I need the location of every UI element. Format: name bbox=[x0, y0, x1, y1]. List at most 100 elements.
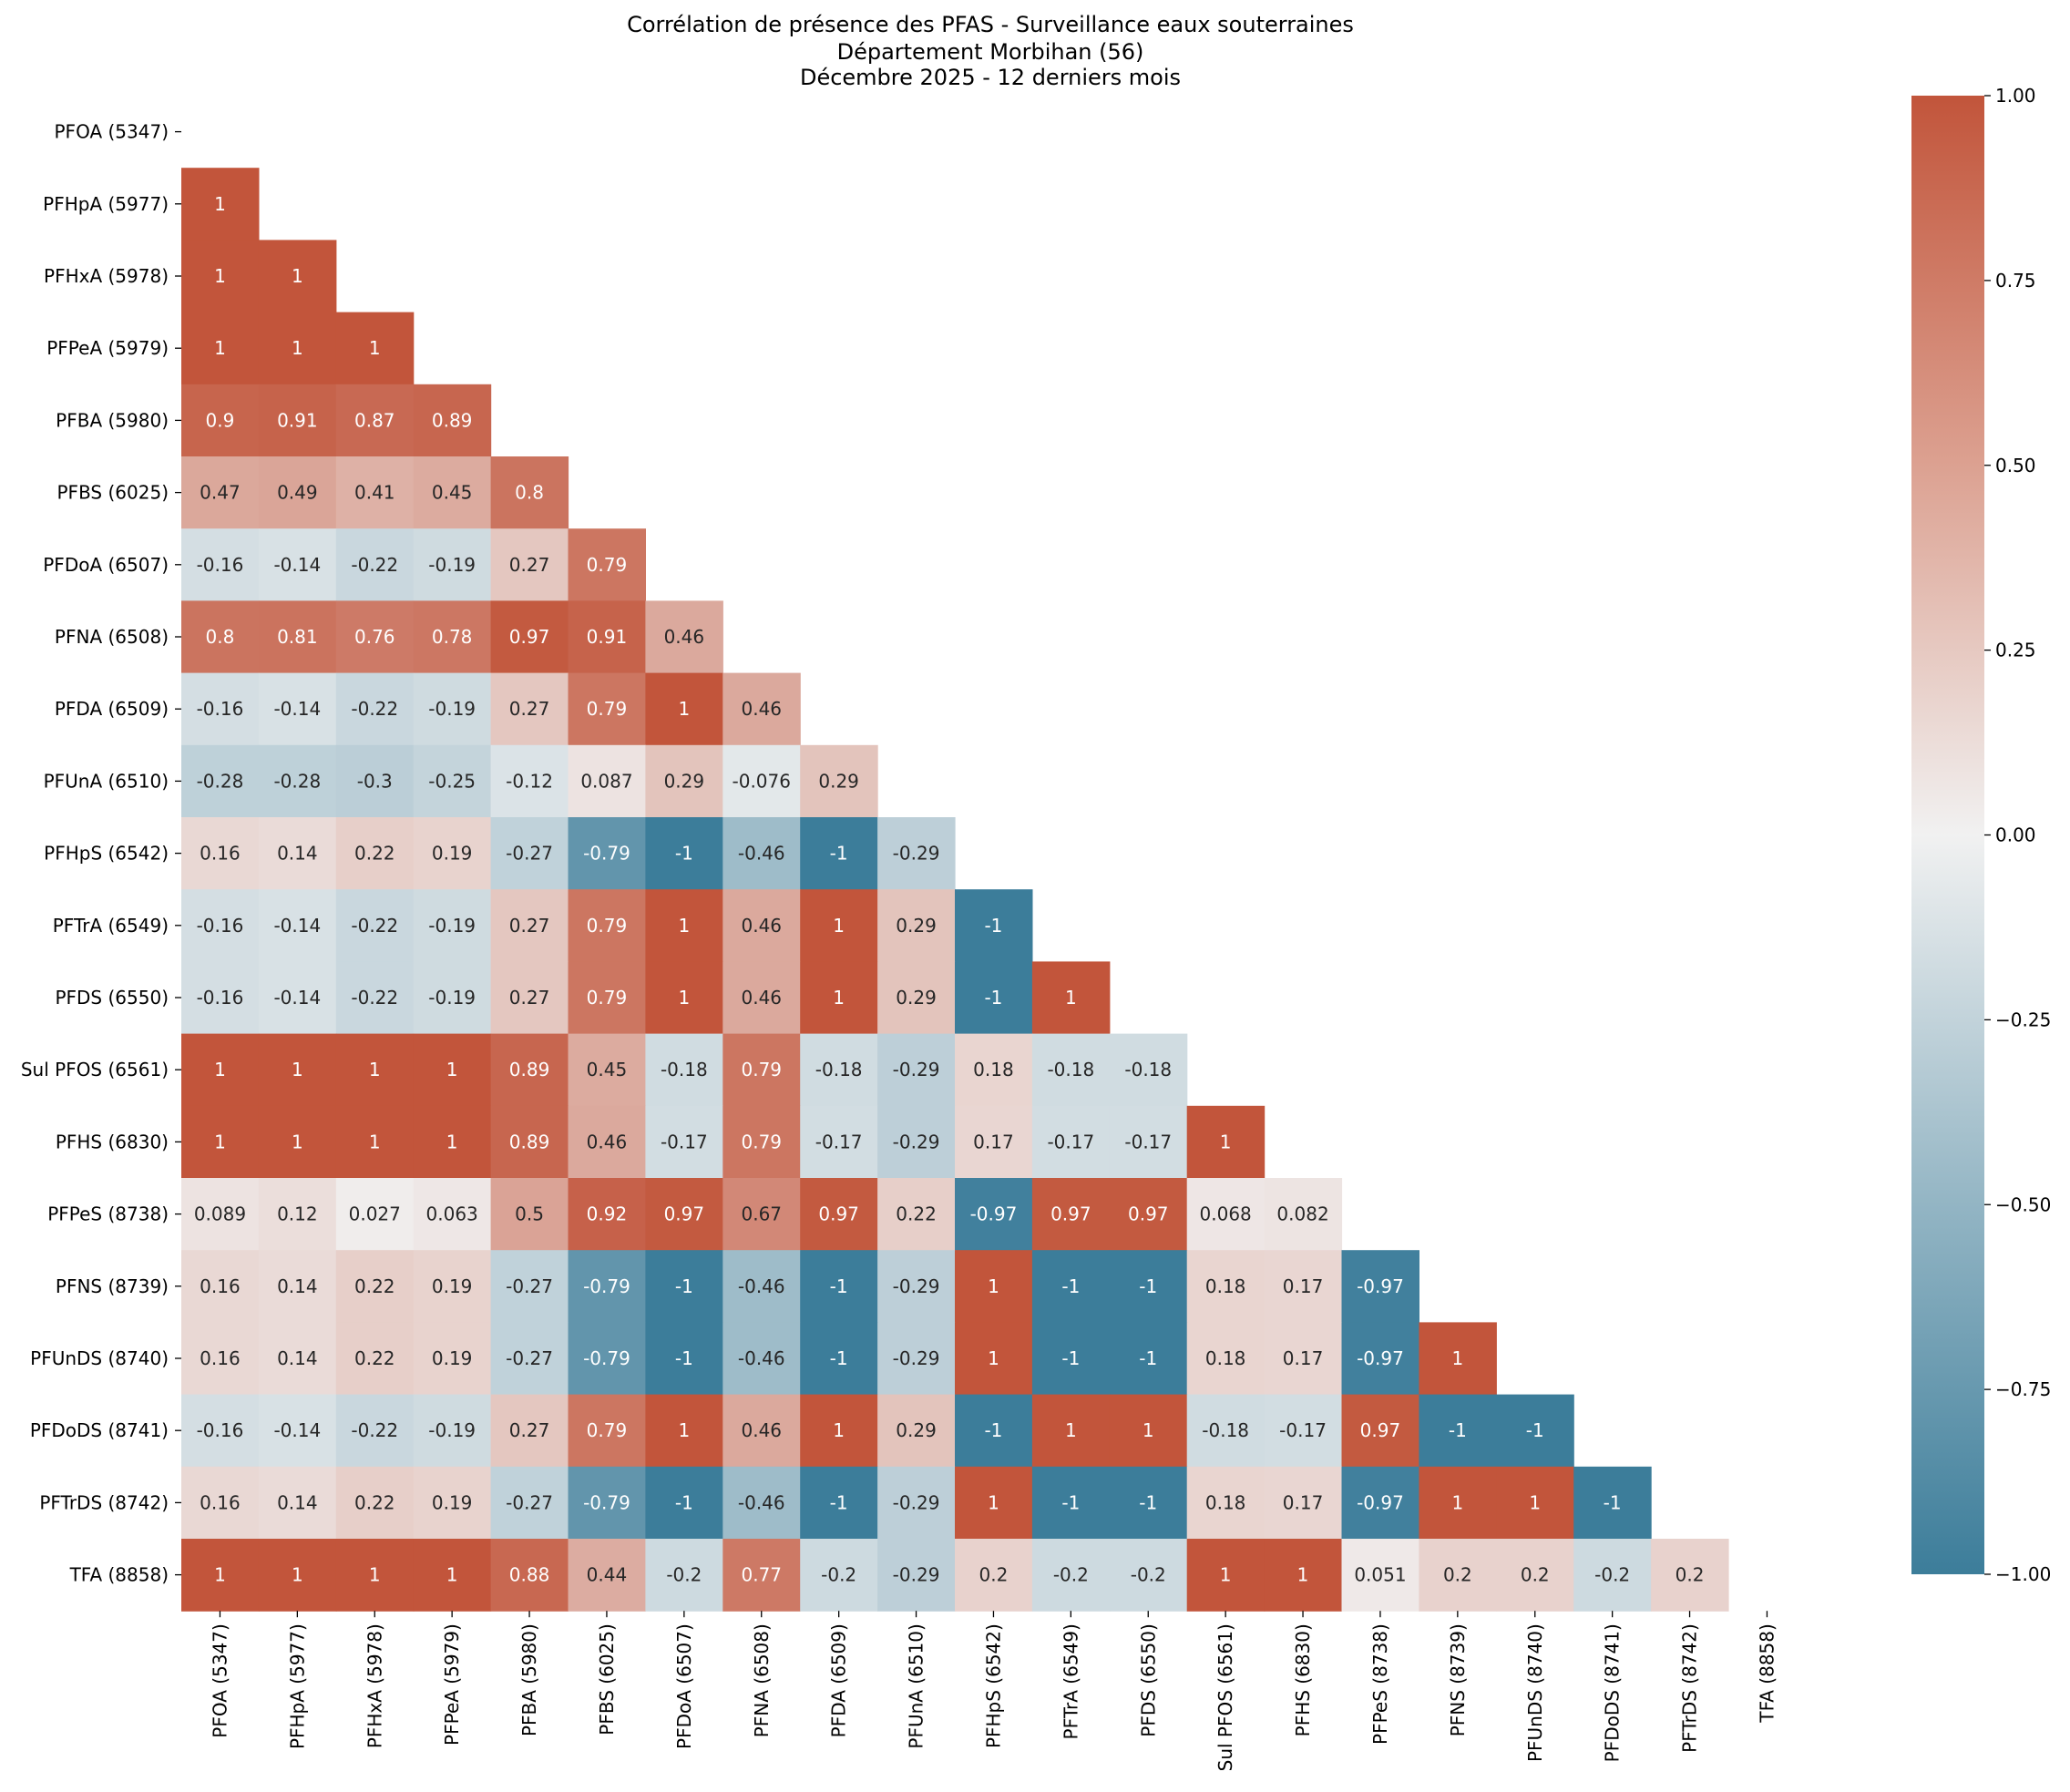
heatmap-cell bbox=[1109, 1033, 1188, 1107]
heatmap-cell bbox=[258, 1105, 337, 1179]
cell-value-label: -1 bbox=[830, 843, 848, 865]
row-label: Sul PFOS (6561) bbox=[21, 1059, 169, 1080]
heatmap-cell bbox=[413, 1250, 492, 1323]
cell-value-label: 0.97 bbox=[1128, 1203, 1169, 1225]
heatmap-cell bbox=[335, 312, 415, 385]
heatmap-cell bbox=[568, 817, 646, 890]
heatmap-cell bbox=[722, 1033, 801, 1107]
cell-value-label: -0.19 bbox=[428, 915, 476, 937]
cell-value-label: 1 bbox=[988, 1347, 999, 1369]
heatmap-cell bbox=[490, 1178, 569, 1251]
cell-value-label: 1 bbox=[1529, 1491, 1541, 1513]
cell-value-label: 0.91 bbox=[587, 626, 628, 648]
heatmap-cell bbox=[568, 1178, 646, 1251]
heatmap-cell bbox=[335, 817, 415, 890]
cell-value-label: 1 bbox=[214, 1131, 226, 1152]
heatmap-cell bbox=[877, 1033, 956, 1107]
heatmap-cell bbox=[1109, 1105, 1188, 1179]
heatmap-cell bbox=[1419, 1322, 1497, 1396]
cell-value-label: 0.97 bbox=[1050, 1203, 1091, 1225]
heatmap-cell bbox=[568, 1539, 646, 1612]
cell-value-label: 1 bbox=[833, 987, 845, 1009]
cell-value-label: -0.17 bbox=[661, 1131, 708, 1152]
heatmap-cell bbox=[800, 1033, 878, 1107]
row-label: PFDS (6550) bbox=[55, 987, 169, 1009]
cell-value-label: -0.18 bbox=[815, 1059, 863, 1080]
cell-value-label: -0.17 bbox=[1279, 1419, 1327, 1441]
colorbar-tick-label: 1.00 bbox=[1995, 85, 2036, 107]
cell-value-label: 0.17 bbox=[1283, 1347, 1324, 1369]
cell-value-label: 0.27 bbox=[509, 554, 550, 576]
cell-value-label: 0.41 bbox=[354, 482, 395, 504]
heatmap-cell bbox=[800, 817, 878, 890]
heatmap-cell bbox=[413, 889, 492, 962]
heatmap-cell bbox=[181, 168, 260, 241]
heatmap-cell bbox=[490, 1539, 569, 1612]
heatmap-cell bbox=[568, 1394, 646, 1468]
column-label: PFDA (6509) bbox=[828, 1623, 850, 1737]
row-label: PFDA (6509) bbox=[55, 698, 169, 720]
cell-value-label: 0.17 bbox=[1283, 1491, 1324, 1513]
cell-value-label: -1 bbox=[830, 1275, 848, 1297]
heatmap-cell bbox=[722, 1105, 801, 1179]
heatmap-cell bbox=[335, 1105, 415, 1179]
heatmap-cell bbox=[568, 961, 646, 1035]
heatmap-cell bbox=[490, 889, 569, 962]
cell-value-label: 0.81 bbox=[277, 626, 318, 648]
heatmap-cell bbox=[490, 528, 569, 601]
cell-value-label: -0.19 bbox=[428, 698, 476, 720]
heatmap-cell bbox=[258, 1033, 337, 1107]
heatmap-cell bbox=[258, 1250, 337, 1323]
cell-value-label: 0.089 bbox=[194, 1203, 246, 1225]
heatmap-cell bbox=[1109, 1178, 1188, 1251]
title-line-1: Corrélation de présence des PFAS - Surve… bbox=[627, 12, 1354, 37]
cell-value-label: 1 bbox=[1451, 1491, 1463, 1513]
heatmap-cell bbox=[955, 1250, 1033, 1323]
row-label: PFHpA (5977) bbox=[43, 193, 169, 215]
cell-value-label: 0.18 bbox=[1205, 1347, 1246, 1369]
cell-value-label: 0.082 bbox=[1276, 1203, 1328, 1225]
heatmap-cell bbox=[1419, 1466, 1497, 1540]
cell-value-label: -0.46 bbox=[738, 843, 785, 865]
cell-value-label: -0.29 bbox=[893, 1491, 940, 1513]
heatmap-cell bbox=[1031, 961, 1111, 1035]
heatmap-cell bbox=[1186, 1250, 1266, 1323]
row-label: PFHS (6830) bbox=[56, 1131, 169, 1152]
heatmap-cell bbox=[258, 600, 337, 674]
heatmap-cell bbox=[722, 672, 801, 746]
cell-value-label: 0.8 bbox=[206, 626, 235, 648]
heatmap-cell bbox=[413, 528, 492, 601]
cell-value-label: -0.46 bbox=[738, 1275, 785, 1297]
cell-value-label: -0.19 bbox=[428, 1419, 476, 1441]
cell-value-label: -0.18 bbox=[661, 1059, 708, 1080]
heatmap-cell bbox=[335, 1394, 415, 1468]
cell-value-label: -0.22 bbox=[351, 915, 398, 937]
heatmap-cell bbox=[955, 1322, 1033, 1396]
row-label: PFNS (8739) bbox=[56, 1275, 169, 1297]
heatmap-cell bbox=[645, 1322, 723, 1396]
cell-value-label: 0.79 bbox=[587, 554, 628, 576]
heatmap-cell bbox=[413, 1105, 492, 1179]
cell-value-label: 0.2 bbox=[1443, 1564, 1472, 1586]
cell-value-label: -0.14 bbox=[273, 698, 321, 720]
column-labels: PFOA (5347) PFHpA (5977) PFHxA (5978) PFPeA… bbox=[209, 1611, 1778, 1771]
heatmap-cell bbox=[1264, 1394, 1343, 1468]
cell-value-label: -0.18 bbox=[1047, 1059, 1094, 1080]
heatmap-cell bbox=[1341, 1322, 1419, 1396]
cell-value-label: 0.44 bbox=[587, 1564, 628, 1586]
heatmap-cell bbox=[413, 817, 492, 890]
cell-value-label: -1 bbox=[1604, 1491, 1622, 1513]
cell-value-label: -0.16 bbox=[197, 554, 244, 576]
heatmap-cell bbox=[1186, 1178, 1266, 1251]
cell-value-label: 0.97 bbox=[1360, 1419, 1401, 1441]
cell-value-label: 1 bbox=[833, 915, 845, 937]
heatmap-cell bbox=[645, 672, 723, 746]
cell-value-label: 0.19 bbox=[432, 843, 473, 865]
chart-title: Corrélation de présence des PFAS - Surve… bbox=[627, 12, 1354, 90]
heatmap-cell bbox=[335, 456, 415, 529]
cell-value-label: 0.77 bbox=[741, 1564, 782, 1586]
heatmap-cell bbox=[722, 1394, 801, 1468]
cell-value-label: 0.19 bbox=[432, 1347, 473, 1369]
row-labels: PFOA (5347) PFHpA (5977) PFHxA (5978) PFPeA… bbox=[21, 121, 181, 1586]
colorbar-tick-label: −0.75 bbox=[1995, 1378, 2051, 1400]
